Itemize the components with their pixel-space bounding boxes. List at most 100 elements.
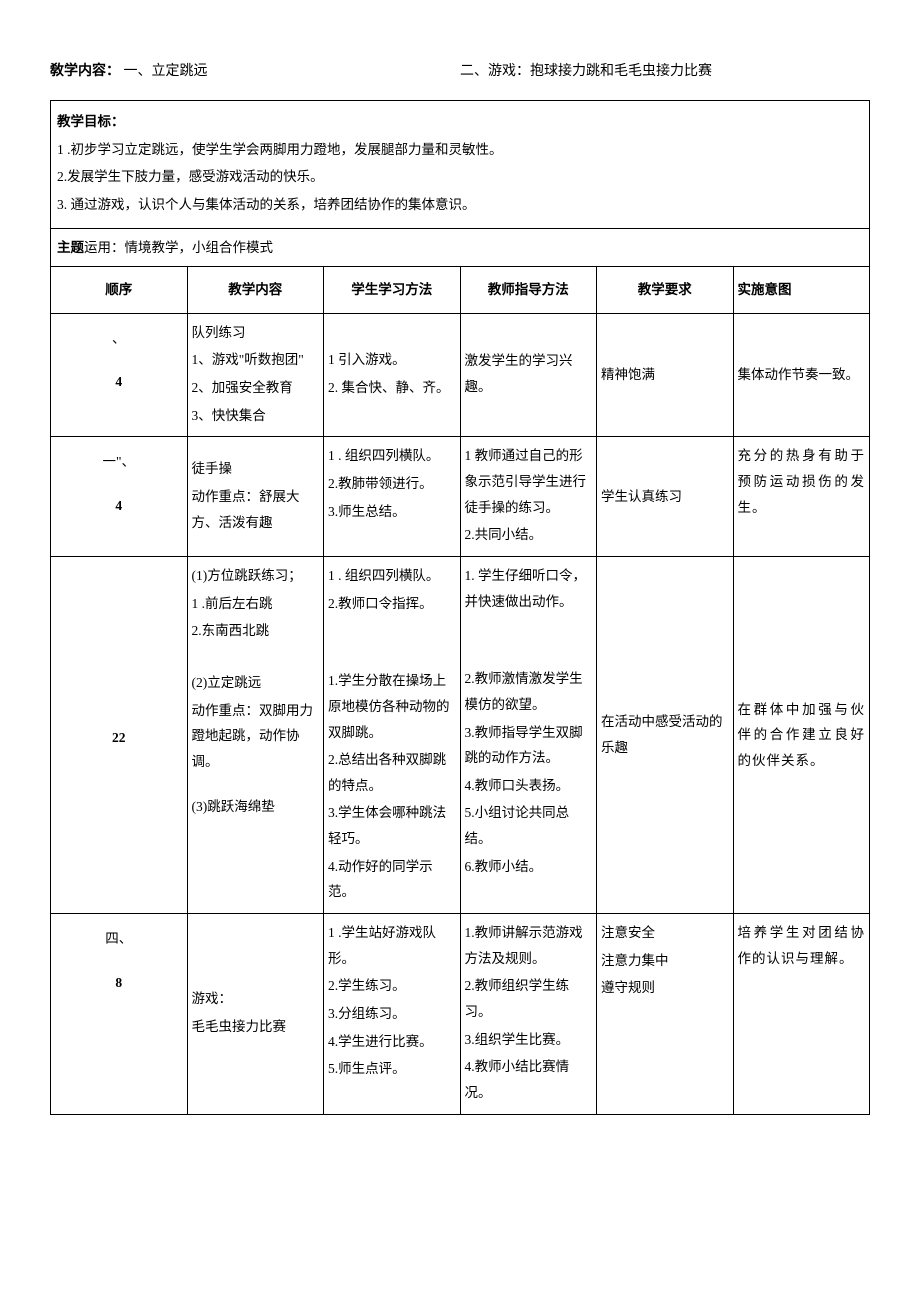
- table-row: 22 (1)方位跳跃练习； 1 .前后左右跳 2.东南西北跳 (2)立定跳远 动…: [51, 556, 870, 913]
- objectives-label: 教学目标：: [57, 109, 863, 135]
- teacher-line: 2.共同小结。: [465, 522, 593, 548]
- method-line: 1 . 组织四列横队。: [328, 443, 456, 469]
- req-line: 注意安全: [601, 920, 729, 946]
- theme-text: 运用：情境教学，小组合作模式: [84, 240, 273, 255]
- method-line: 1.学生分散在操场上原地模仿各种动物的双脚跳。: [328, 668, 456, 745]
- content-cell: 徒手操 动作重点：舒展大方、活泼有趣: [187, 437, 324, 557]
- method-line: 2.学生练习。: [328, 973, 456, 999]
- objectives-cell: 教学目标： 1 .初步学习立定跳远，使学生学会两脚用力蹬地，发展腿部力量和灵敏性…: [51, 101, 870, 229]
- seq-num: 8: [55, 970, 183, 996]
- content-line: 2、加强安全教育: [192, 375, 320, 401]
- teacher-line: 3.组织学生比赛。: [465, 1027, 593, 1053]
- th-intent: 实施意图: [733, 267, 870, 314]
- intent-cell: 充分的热身有助于预防运动损伤的发生。: [733, 437, 870, 557]
- content-line: 3、快快集合: [192, 403, 320, 429]
- seq-num: 22: [55, 725, 183, 751]
- header-left: 敎学内容： 一、立定跳远: [50, 60, 460, 80]
- th-req: 教学要求: [597, 267, 734, 314]
- teacher-line: 1 教师通过自己的形象示范引导学生进行徒手操的练习。: [465, 443, 593, 520]
- method-cell: 1 . 组织四列横队。 2.教师口令指挥。 1.学生分散在操场上原地模仿各种动物…: [324, 556, 461, 913]
- seq-mark: 、: [112, 331, 126, 346]
- method-line: 1 . 组织四列横队。: [328, 563, 456, 589]
- method-line: 3.分组练习。: [328, 1001, 456, 1027]
- intent-cell: 集体动作节奏一致。: [733, 313, 870, 437]
- teacher-cell: 1.教师讲解示范游戏方法及规则。 2.教师组织学生练习。 3.组织学生比赛。 4…: [460, 914, 597, 1114]
- method-line: 1 引入游戏。: [328, 347, 456, 373]
- content-line: (1)方位跳跃练习；: [192, 563, 320, 589]
- teacher-cell: 1. 学生仔细听口令，并快速做出动作。 2.教师激情激发学生模仿的欲望。 3.教…: [460, 556, 597, 913]
- method-line: 2. 集合快、静、齐。: [328, 375, 456, 401]
- content-line: 2.东南西北跳: [192, 618, 320, 644]
- objective-2: 2.发展学生下肢力量，感受游戏活动的快乐。: [57, 164, 863, 190]
- teacher-line: 2.教师激情激发学生模仿的欲望。: [465, 666, 593, 717]
- seq-num: 4: [55, 369, 183, 395]
- content-cell: 队列练习 1、游戏"听数抱团" 2、加强安全教育 3、快快集合: [187, 313, 324, 437]
- method-line: 2.总结出各种双脚跳的特点。: [328, 747, 456, 798]
- content-line: 队列练习: [192, 320, 320, 346]
- theme-cell: 主题运用：情境教学，小组合作模式: [51, 228, 870, 267]
- th-content: 教学内容: [187, 267, 324, 314]
- req-cell: 注意安全 注意力集中 遵守规则: [597, 914, 734, 1114]
- method-line: 3.学生体会哪种跳法轻巧。: [328, 800, 456, 851]
- req-cell: 在活动中感受活动的乐趣: [597, 556, 734, 913]
- method-line: 3.师生总结。: [328, 499, 456, 525]
- method-line: 2.教肺带领进行。: [328, 471, 456, 497]
- th-teacher: 教师指导方法: [460, 267, 597, 314]
- content-cell: (1)方位跳跃练习； 1 .前后左右跳 2.东南西北跳 (2)立定跳远 动作重点…: [187, 556, 324, 913]
- teacher-line: 6.教师小结。: [465, 854, 593, 880]
- teacher-line: 3.教师指导学生双脚跳的动作方法。: [465, 720, 593, 771]
- teacher-line: 4.教师小结比赛情况。: [465, 1054, 593, 1105]
- req-line: 注意力集中: [601, 948, 729, 974]
- table-row: 一"、 4 徒手操 动作重点：舒展大方、活泼有趣 1 . 组织四列横队。 2.教…: [51, 437, 870, 557]
- th-seq: 顺序: [51, 267, 188, 314]
- content-line: 毛毛虫接力比赛: [192, 1014, 320, 1040]
- content-line: 1、游戏"听数抱团": [192, 347, 320, 373]
- header-row: 敎学内容： 一、立定跳远 二、游戏：抱球接力跳和毛毛虫接力比赛: [50, 60, 870, 80]
- seq-mark: 四、: [105, 931, 132, 946]
- req-line: 遵守规则: [601, 975, 729, 1001]
- header-right: 二、游戏：抱球接力跳和毛毛虫接力比赛: [460, 60, 870, 80]
- header-row: 顺序 教学内容 学生学习方法 教师指导方法 教学要求 实施意图: [51, 267, 870, 314]
- method-line: 4.动作好的同学示范。: [328, 854, 456, 905]
- teacher-cell: 1 教师通过自己的形象示范引导学生进行徒手操的练习。 2.共同小结。: [460, 437, 597, 557]
- method-cell: 1 .学生站好游戏队形。 2.学生练习。 3.分组练习。 4.学生进行比赛。 5…: [324, 914, 461, 1114]
- req-cell: 学生认真练习: [597, 437, 734, 557]
- content-line: 动作重点：双脚用力蹬地起跳，动作协调。: [192, 698, 320, 775]
- objective-1: 1 .初步学习立定跳远，使学生学会两脚用力蹬地，发展腿部力量和灵敏性。: [57, 137, 863, 163]
- content-line: (2)立定跳远: [192, 670, 320, 696]
- teacher-line: 1.教师讲解示范游戏方法及规则。: [465, 920, 593, 971]
- teacher-line: 2.教师组织学生练习。: [465, 973, 593, 1024]
- seq-num: 4: [55, 493, 183, 519]
- seq-cell: 22: [51, 556, 188, 913]
- method-line: 5.师生点评。: [328, 1056, 456, 1082]
- method-line: 1 .学生站好游戏队形。: [328, 920, 456, 971]
- req-cell: 精神饱满: [597, 313, 734, 437]
- teacher-line: 1. 学生仔细听口令，并快速做出动作。: [465, 563, 593, 614]
- seq-cell: 、 4: [51, 313, 188, 437]
- intent-cell: 培养学生对团结协作的认识与理解。: [733, 914, 870, 1114]
- teacher-line: 5.小组讨论共同总结。: [465, 800, 593, 851]
- method-line: 4.学生进行比赛。: [328, 1029, 456, 1055]
- objective-3: 3. 通过游戏，认识个人与集体活动的关系，培养团结协作的集体意识。: [57, 192, 863, 218]
- theme-label: 主题: [57, 240, 84, 255]
- method-cell: 1 . 组织四列横队。 2.教肺带领进行。 3.师生总结。: [324, 437, 461, 557]
- seq-cell: 四、 8: [51, 914, 188, 1114]
- content-right: 二、游戏：抱球接力跳和毛毛虫接力比赛: [460, 64, 712, 79]
- content-cell: 游戏： 毛毛虫接力比赛: [187, 914, 324, 1114]
- content-left: 一、立定跳远: [124, 64, 208, 79]
- theme-row: 主题运用：情境教学，小组合作模式: [51, 228, 870, 267]
- content-line: (3)跳跃海绵垫: [192, 794, 320, 820]
- table-row: 、 4 队列练习 1、游戏"听数抱团" 2、加强安全教育 3、快快集合 1 引入…: [51, 313, 870, 437]
- method-cell: 1 引入游戏。 2. 集合快、静、齐。: [324, 313, 461, 437]
- teacher-line: 激发学生的学习兴趣。: [465, 348, 593, 399]
- method-line: 2.教师口令指挥。: [328, 591, 456, 617]
- objectives-row: 教学目标： 1 .初步学习立定跳远，使学生学会两脚用力蹬地，发展腿部力量和灵敏性…: [51, 101, 870, 229]
- th-method: 学生学习方法: [324, 267, 461, 314]
- content-line: 1 .前后左右跳: [192, 591, 320, 617]
- content-label: 敎学内容：: [50, 64, 120, 79]
- content-line: 徒手操: [192, 456, 320, 482]
- teacher-line: 4.教师口头表扬。: [465, 773, 593, 799]
- teacher-cell: 激发学生的学习兴趣。: [460, 313, 597, 437]
- lesson-plan-table: 教学目标： 1 .初步学习立定跳远，使学生学会两脚用力蹬地，发展腿部力量和灵敏性…: [50, 100, 870, 1115]
- table-row: 四、 8 游戏： 毛毛虫接力比赛 1 .学生站好游戏队形。 2.学生练习。 3.…: [51, 914, 870, 1114]
